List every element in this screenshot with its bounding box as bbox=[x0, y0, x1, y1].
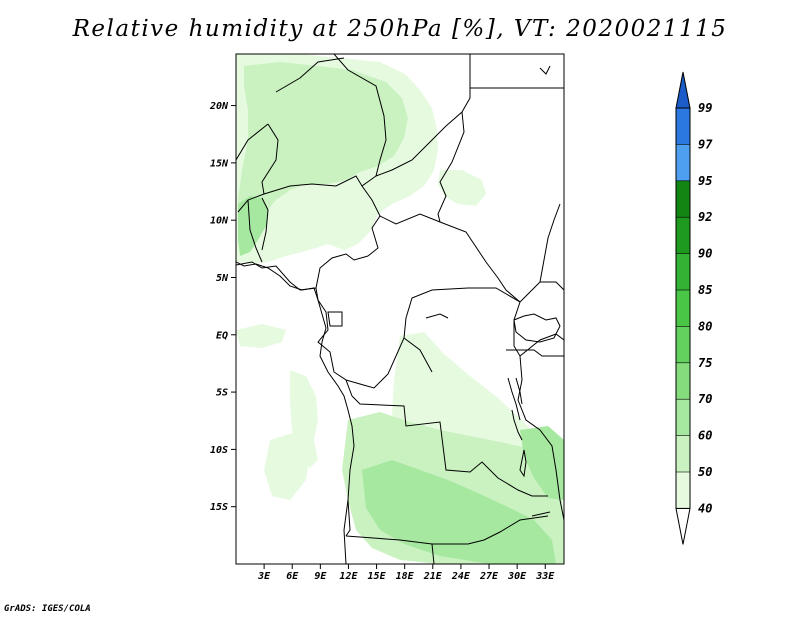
lat-tick-label: 5N bbox=[216, 273, 229, 284]
colorbar-low-arrow bbox=[675, 507, 691, 545]
country-borders bbox=[236, 54, 564, 564]
lat-tick-label: 15S bbox=[210, 502, 228, 513]
colorbar-segment bbox=[676, 472, 690, 509]
lat-tick-label: 20N bbox=[209, 101, 229, 112]
lon-tick-label: 6E bbox=[286, 571, 299, 582]
colorbar-segment bbox=[676, 144, 690, 181]
lon-tick-label: 24E bbox=[451, 571, 471, 582]
map-title: Relative humidity at 250hPa [%], VT: 202… bbox=[72, 16, 728, 42]
lon-tick-label: 33E bbox=[535, 571, 555, 582]
lon-tick-label: 27E bbox=[479, 571, 499, 582]
colorbar-segment bbox=[676, 399, 690, 436]
colorbar-legend: 40 50 60 70 75 80 85 90 92 95 97 99 bbox=[675, 71, 713, 545]
humidity-region-south-inner bbox=[362, 460, 556, 564]
lat-tick-label: 15N bbox=[210, 158, 229, 169]
colorbar-segment bbox=[676, 290, 690, 327]
humidity-region-east bbox=[520, 426, 564, 500]
colorbar-label: 60 bbox=[698, 429, 712, 443]
map-frame bbox=[235, 53, 565, 565]
colorbar-segment bbox=[676, 253, 690, 290]
colorbar-segment bbox=[676, 217, 690, 254]
colorbar-segment bbox=[676, 326, 690, 363]
humidity-region-west-coast bbox=[238, 196, 268, 256]
colorbar-label: 75 bbox=[698, 356, 712, 370]
colorbar-label: 92 bbox=[698, 210, 712, 224]
lon-tick-label: 18E bbox=[396, 571, 415, 582]
lat-tick-label: 10S bbox=[210, 445, 228, 456]
humidity-region-southwest bbox=[264, 432, 310, 500]
colorbar-label: 99 bbox=[698, 101, 712, 115]
coastline bbox=[236, 65, 561, 564]
colorbar-segment bbox=[676, 435, 690, 472]
colorbar-label: 97 bbox=[698, 137, 713, 151]
lon-tick-label: 30E bbox=[507, 571, 527, 582]
longitude-axis: 3E 6E 9E 12E 15E 18E 21E 24E 27E 30E 33E bbox=[257, 564, 555, 582]
humidity-region-chad bbox=[438, 170, 486, 206]
colorbar-label: 50 bbox=[698, 465, 712, 479]
latitude-axis: 20N 15N 10N 5N EQ 5S 10S 15S bbox=[209, 101, 236, 513]
lon-tick-label: 9E bbox=[314, 571, 327, 582]
lon-tick-label: 15E bbox=[368, 571, 387, 582]
colorbar-high-arrow bbox=[675, 71, 691, 109]
lon-tick-label: 3E bbox=[257, 571, 271, 582]
colorbar-segment bbox=[676, 108, 690, 145]
colorbar-label: 85 bbox=[698, 283, 712, 297]
humidity-region-north-inner bbox=[238, 62, 408, 240]
lat-tick-label: 10N bbox=[210, 216, 229, 227]
colorbar-segment bbox=[676, 180, 690, 218]
colorbar-label: 40 bbox=[698, 501, 712, 515]
colorbar-segment bbox=[676, 362, 690, 400]
colorbar-label: 70 bbox=[698, 392, 712, 406]
colorbar-label: 80 bbox=[698, 319, 712, 333]
lat-tick-label: EQ bbox=[216, 330, 228, 341]
grads-credit: GrADS: IGES/COLA bbox=[4, 604, 91, 614]
colorbar-label: 95 bbox=[698, 174, 712, 188]
lon-tick-label: 21E bbox=[423, 571, 443, 582]
lon-tick-label: 12E bbox=[339, 571, 358, 582]
lat-tick-label: 5S bbox=[216, 388, 228, 399]
humidity-region-equator bbox=[236, 324, 286, 348]
humidity-shading bbox=[236, 54, 564, 564]
colorbar-label: 90 bbox=[698, 247, 712, 261]
